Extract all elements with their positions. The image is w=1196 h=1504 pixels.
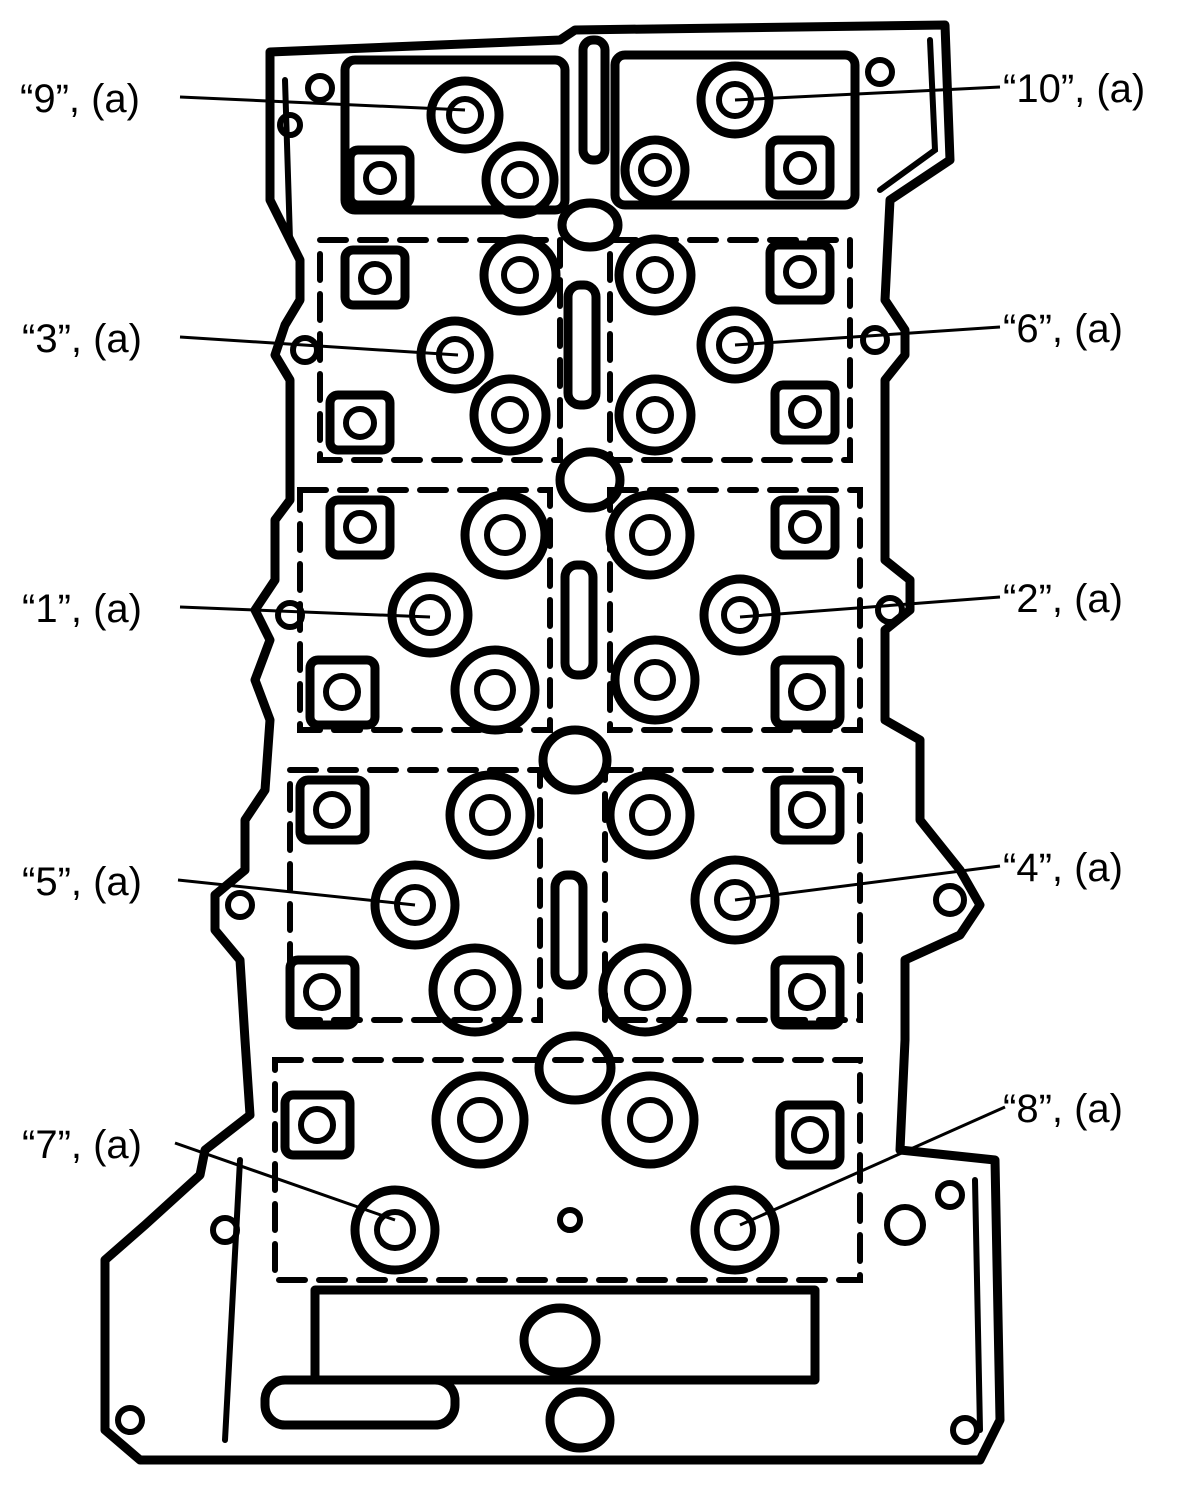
head-bolt-5 xyxy=(370,860,460,950)
callout-9: “9”, (a) xyxy=(20,77,140,121)
callout-labels: “9”, (a) “10”, (a) “3”, (a) “6”, (a) “1”… xyxy=(20,67,1145,1167)
head-bolt-4 xyxy=(690,855,780,945)
callout-6: “6”, (a) xyxy=(1003,307,1123,351)
valve-bays xyxy=(260,50,863,1430)
leader-5 xyxy=(177,878,416,907)
mounting-holes xyxy=(115,57,980,1445)
callout-8: “8”, (a) xyxy=(1003,1087,1123,1131)
callout-4: “4”, (a) xyxy=(1003,846,1123,890)
center-passages xyxy=(519,35,625,1453)
leader-lines xyxy=(174,85,1006,1227)
bracket-bolts xyxy=(280,135,845,1170)
leader-7 xyxy=(174,1141,396,1222)
leader-9 xyxy=(179,95,466,112)
callout-2: “2”, (a) xyxy=(1003,577,1123,621)
callout-7: “7”, (a) xyxy=(22,1123,142,1167)
callout-10: “10”, (a) xyxy=(1003,67,1145,111)
leader-6 xyxy=(734,325,1001,347)
head-bolt-9 xyxy=(426,76,504,154)
leader-3 xyxy=(179,335,459,357)
head-bolt-7 xyxy=(350,1185,440,1275)
valve-springs xyxy=(428,135,700,1169)
leader-10 xyxy=(734,85,1001,102)
callout-3: “3”, (a) xyxy=(22,317,142,361)
leader-2 xyxy=(739,595,1001,619)
cylinder-head-outline xyxy=(100,20,1005,1465)
leader-8 xyxy=(739,1105,1006,1227)
leader-1 xyxy=(179,605,431,619)
head-bolt-8 xyxy=(690,1185,780,1275)
callout-1: “1”, (a) xyxy=(22,587,142,631)
head-bolts xyxy=(350,61,781,1275)
leader-4 xyxy=(734,864,1001,902)
callout-5: “5”, (a) xyxy=(22,860,142,904)
